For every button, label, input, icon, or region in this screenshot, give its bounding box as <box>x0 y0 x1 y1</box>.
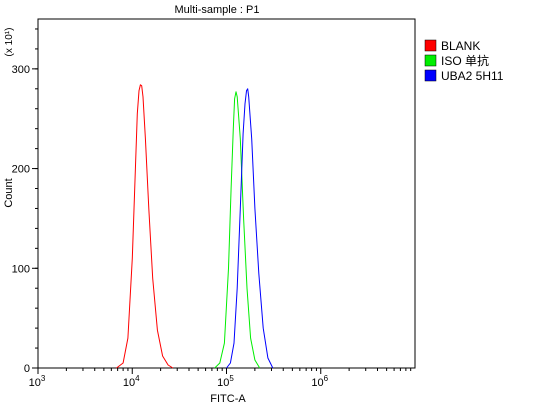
y-tick-label: 0 <box>24 363 30 375</box>
y-tick-label: 300 <box>12 64 30 76</box>
chart-title: Multi-sample : P1 <box>175 4 260 16</box>
series-line <box>116 84 174 369</box>
x-axis: 103 104 105 106 <box>29 368 412 389</box>
y-axis-label: Count <box>3 178 15 207</box>
x-tick-label: 106 <box>311 374 328 389</box>
y-multiplier-label: (x 10¹) <box>4 28 15 57</box>
y-tick-label: 100 <box>12 263 30 275</box>
y-axis: 0 100 200 300 <box>12 28 38 375</box>
series-layer <box>116 84 274 369</box>
series-line <box>214 91 261 369</box>
legend-swatch <box>424 69 437 82</box>
legend-swatch <box>424 54 437 67</box>
legend-label: BLANK <box>441 39 480 53</box>
x-tick-label: 103 <box>29 374 46 389</box>
legend-label: ISO 单抗 <box>441 53 489 68</box>
x-tick-label: 105 <box>217 374 234 389</box>
legend-swatch <box>424 39 437 52</box>
plot-frame <box>37 18 416 369</box>
y-tick-label: 200 <box>12 164 30 176</box>
x-tick-label: 104 <box>123 374 140 389</box>
legend-label: UBA2 5H11 <box>441 69 504 83</box>
series-line <box>226 88 274 369</box>
x-axis-label: FITC-A <box>210 393 246 405</box>
